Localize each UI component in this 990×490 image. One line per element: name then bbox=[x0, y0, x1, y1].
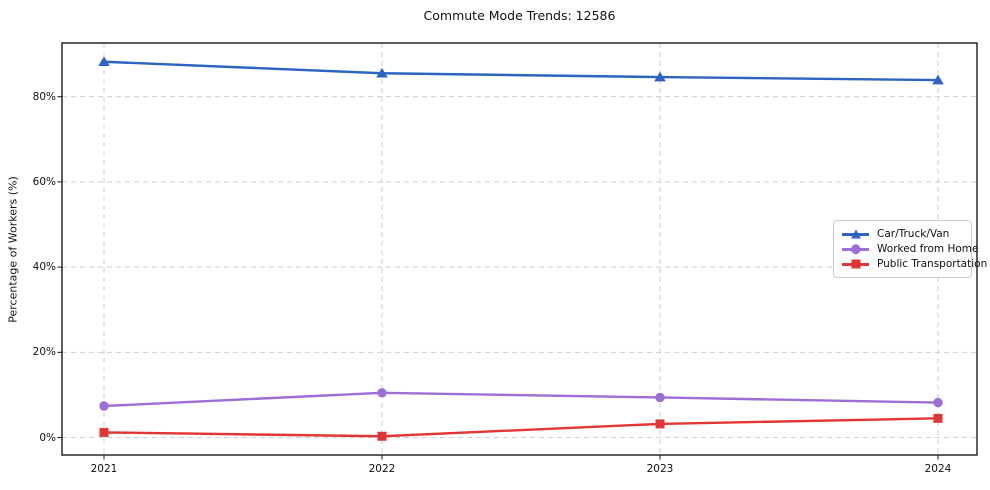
x-tick-label: 2023 bbox=[646, 463, 674, 475]
data-point-square bbox=[99, 427, 109, 437]
legend-item-label: Car/Truck/Van bbox=[877, 228, 950, 240]
data-point-triangle bbox=[654, 71, 666, 82]
y-tick-label: 80% bbox=[32, 90, 56, 103]
data-point-triangle bbox=[376, 67, 388, 78]
y-tick-label: 60% bbox=[32, 175, 56, 188]
data-point-circle bbox=[377, 388, 387, 398]
square-marker-icon bbox=[851, 259, 860, 269]
legend-item-public-transportation: Public Transportation bbox=[842, 257, 987, 271]
legend-swatch bbox=[842, 229, 869, 240]
chart-title: Commute Mode Trends: 12586 bbox=[423, 8, 616, 23]
data-point-square bbox=[655, 419, 665, 429]
legend-item-worked-from-home: Worked from Home bbox=[842, 242, 978, 256]
data-point-triangle bbox=[932, 74, 944, 85]
triangle-marker-icon bbox=[850, 229, 861, 239]
y-tick-label: 20% bbox=[32, 346, 56, 359]
data-point-circle bbox=[655, 392, 665, 403]
y-axis-label: Percentage of Workers (%) bbox=[6, 176, 20, 323]
y-tick-label: 0% bbox=[39, 431, 56, 444]
legend-item-label: Worked from Home bbox=[877, 243, 979, 255]
circle-marker-icon bbox=[850, 244, 861, 254]
data-point-circle bbox=[99, 401, 109, 411]
plot-border bbox=[61, 42, 978, 456]
data-point-square bbox=[933, 413, 943, 423]
x-tick-label: 2024 bbox=[924, 463, 952, 475]
data-point-square bbox=[377, 431, 387, 441]
series-line bbox=[102, 417, 940, 438]
series-line bbox=[102, 60, 940, 82]
data-point-circle bbox=[933, 397, 943, 408]
series-line bbox=[102, 391, 940, 408]
legend-swatch bbox=[842, 244, 869, 255]
y-tick-label: 40% bbox=[32, 261, 56, 274]
data-point-triangle bbox=[98, 56, 110, 67]
legend-item-car-truck-van: Car/Truck/Van bbox=[842, 227, 963, 241]
legend-swatch bbox=[842, 259, 869, 270]
legend-item-label: Public Transportation bbox=[877, 258, 988, 270]
x-tick-label: 2022 bbox=[368, 463, 396, 475]
legend: Car/Truck/Van Worked from Home Public Tr… bbox=[833, 220, 987, 278]
x-tick-label: 2021 bbox=[90, 463, 118, 475]
